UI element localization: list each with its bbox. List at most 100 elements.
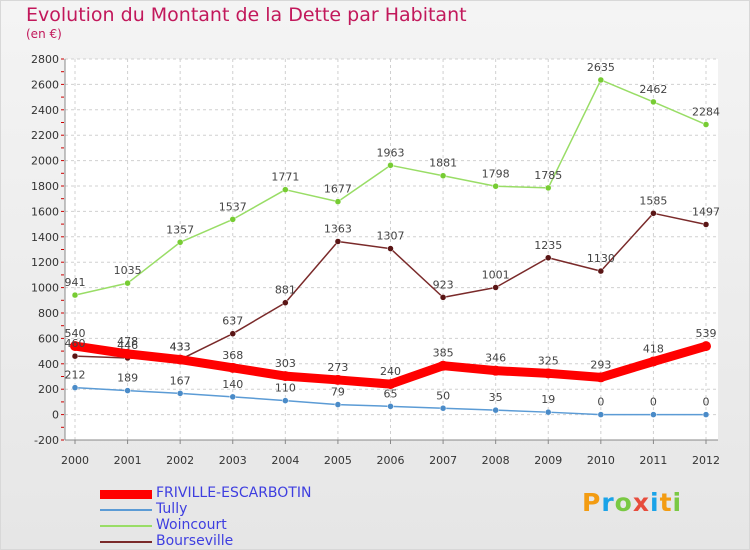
data-point [70, 341, 80, 352]
data-label: 1363 [324, 222, 352, 235]
data-point [71, 384, 79, 391]
data-point [282, 397, 289, 404]
data-point [280, 371, 291, 382]
x-tick-label: 2010 [587, 454, 615, 467]
data-point [229, 330, 236, 337]
legend-label: Bourseville [156, 533, 234, 549]
data-label: 79 [331, 386, 345, 399]
legend-swatch [100, 509, 152, 511]
data-point [595, 372, 606, 383]
y-tick-label: 0 [52, 409, 59, 422]
data-point [332, 374, 343, 385]
y-tick-label: 1600 [31, 205, 59, 218]
data-label: 303 [275, 357, 296, 370]
data-point [597, 76, 605, 84]
x-tick-label: 2012 [692, 454, 720, 467]
data-label: 460 [65, 337, 86, 350]
x-tick-label: 2000 [61, 454, 89, 467]
data-point [71, 352, 79, 360]
legend-item: Woincourt [100, 517, 350, 534]
data-label: 50 [436, 389, 450, 402]
legend-label: FRIVILLE-ESCARBOTIN [156, 485, 312, 501]
y-tick-label: 2600 [31, 78, 59, 91]
y-tick-label: 1400 [31, 231, 59, 244]
data-label: 539 [696, 327, 717, 340]
data-point [124, 387, 131, 394]
y-tick-label: 200 [38, 383, 59, 396]
data-point [545, 408, 552, 416]
data-point [648, 356, 659, 367]
data-label: 1881 [429, 157, 457, 170]
data-point [545, 184, 552, 192]
data-label: 923 [433, 278, 454, 291]
data-point [439, 294, 447, 301]
data-point [282, 299, 289, 306]
legend-item: Tully [100, 501, 350, 518]
data-label: 385 [433, 347, 454, 360]
chart-title: Evolution du Montant de la Dette par Hab… [26, 4, 467, 26]
data-point [701, 341, 711, 352]
legend-swatch [100, 541, 152, 543]
y-tick-label: 2800 [31, 53, 59, 66]
data-point [334, 198, 342, 205]
data-label: 0 [650, 396, 657, 409]
data-point [597, 267, 605, 275]
data-label: 1785 [534, 169, 562, 182]
x-tick-label: 2006 [377, 454, 405, 467]
data-label: 2462 [639, 83, 667, 96]
data-point [439, 172, 447, 179]
data-label: 1537 [219, 200, 247, 213]
data-point [229, 216, 236, 223]
data-label: 19 [541, 393, 555, 406]
data-label: 293 [590, 358, 611, 371]
data-point [229, 393, 236, 401]
data-label: 0 [597, 396, 604, 409]
data-label: 1357 [166, 223, 194, 236]
data-label: 167 [170, 374, 191, 387]
proxiti-logo: Proxiti [582, 488, 683, 517]
data-point [387, 162, 394, 169]
data-label: 0 [703, 396, 710, 409]
data-label: 2635 [587, 61, 615, 74]
data-label: 273 [327, 361, 348, 374]
legend-item: FRIVILLE-ESCARBOTIN [100, 485, 350, 502]
data-label: 240 [380, 365, 401, 378]
data-label: 881 [275, 284, 296, 297]
data-label: 140 [222, 378, 243, 391]
y-tick-label: 800 [38, 307, 59, 320]
data-label: 212 [65, 369, 86, 382]
legend-swatch [100, 489, 152, 499]
data-point [545, 254, 552, 262]
data-point [122, 348, 133, 359]
y-tick-label: 400 [38, 358, 59, 371]
data-point [334, 401, 342, 408]
x-tick-label: 2001 [114, 454, 142, 467]
data-point [650, 210, 657, 217]
y-tick-label: 1200 [31, 256, 59, 269]
data-label: 368 [222, 349, 243, 362]
data-label: 65 [384, 387, 398, 400]
data-label: 1798 [482, 167, 510, 180]
data-point [176, 390, 184, 397]
data-point [650, 98, 657, 106]
data-label: 941 [65, 276, 86, 289]
data-label: 418 [643, 343, 664, 356]
y-tick-label: -200 [34, 434, 59, 447]
data-point [492, 406, 499, 414]
data-point [438, 360, 449, 371]
x-tick-label: 2005 [324, 454, 352, 467]
data-label: 1035 [114, 264, 142, 277]
data-point [492, 284, 499, 291]
x-tick-label: 2008 [482, 454, 510, 467]
data-label: 433 [170, 341, 191, 354]
x-tick-label: 2011 [639, 454, 667, 467]
data-point [227, 362, 238, 373]
data-label: 1677 [324, 183, 352, 196]
data-point [71, 291, 79, 299]
y-tick-label: 2400 [31, 104, 59, 117]
y-tick-label: 2000 [31, 155, 59, 168]
legend-swatch [100, 525, 152, 527]
data-point [124, 279, 131, 287]
x-tick-label: 2004 [271, 454, 299, 467]
